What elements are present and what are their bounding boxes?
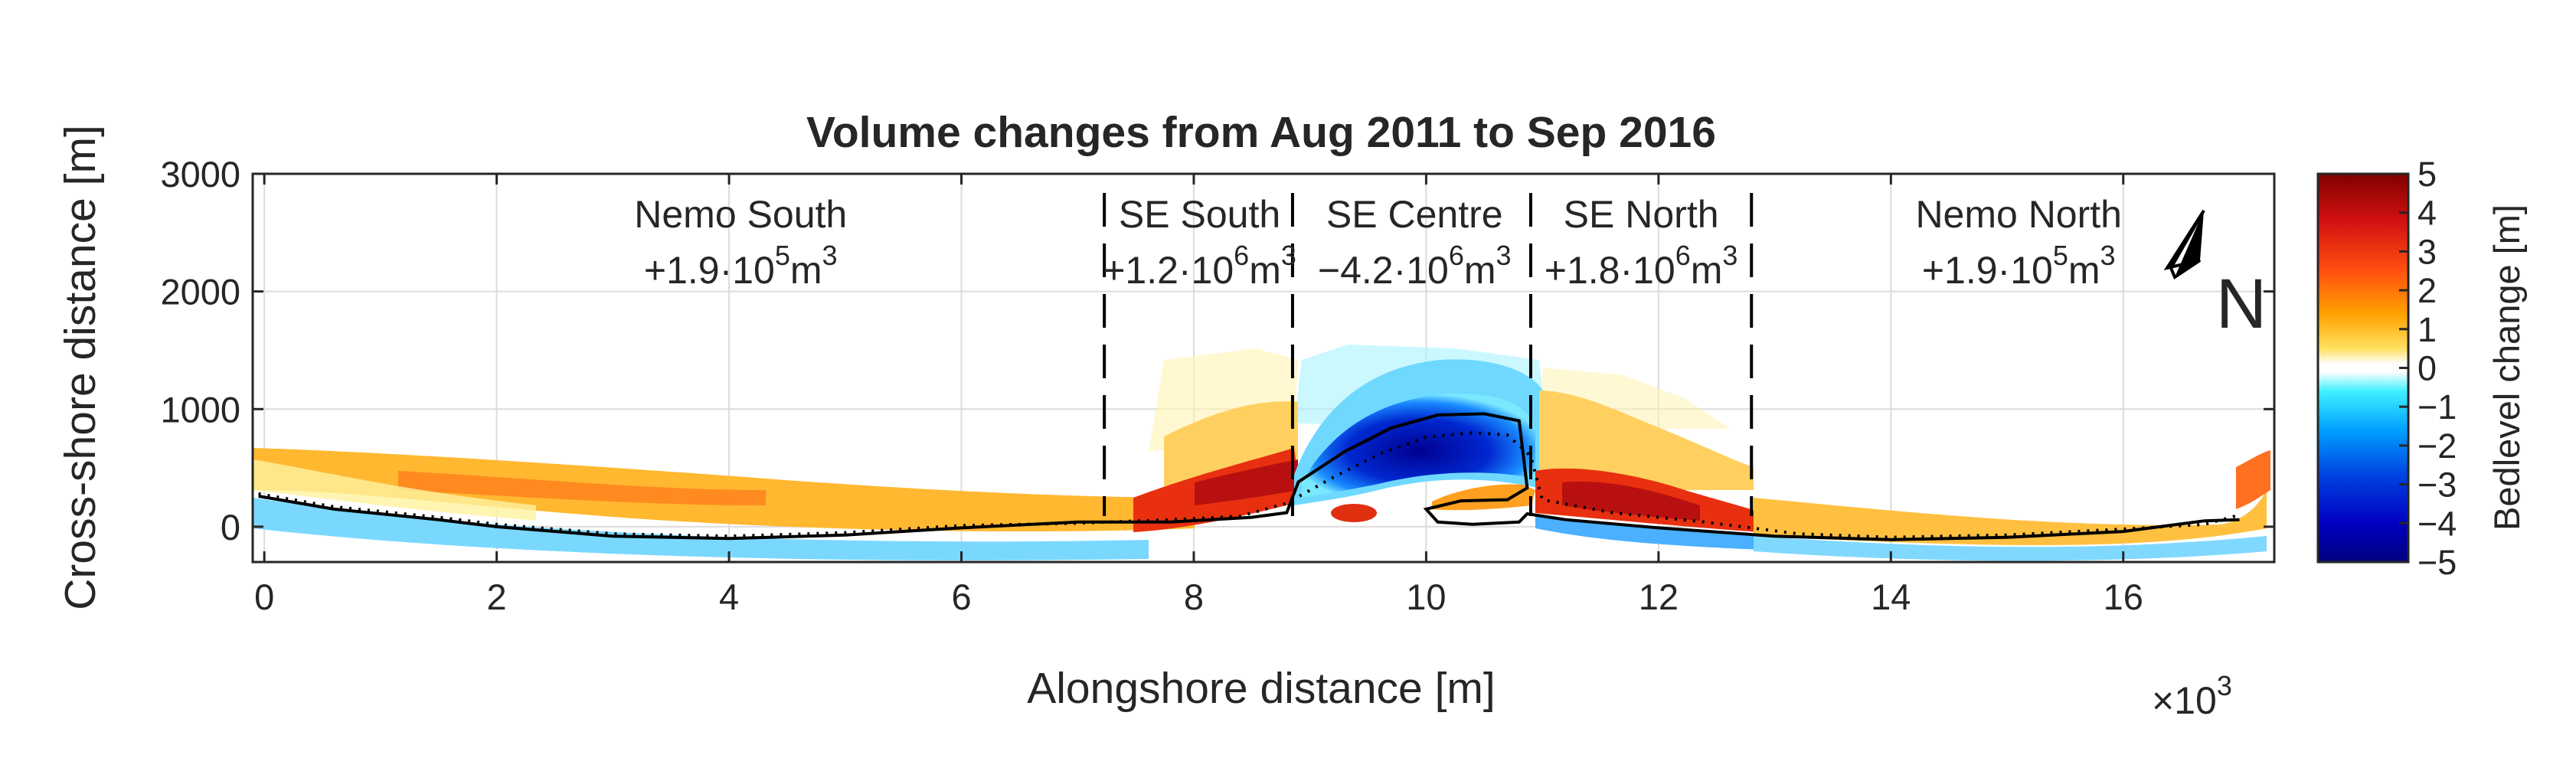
volume-unit-exponent: 3 (1722, 240, 1737, 271)
y-tick-label: 3000 (160, 154, 240, 194)
section-label: SE North+1.8·106m3 (1545, 193, 1738, 292)
x-tick-label: 0 (254, 577, 274, 617)
volume-exponent: 6 (1675, 240, 1691, 271)
colorbar-tick-label: 2 (2417, 271, 2437, 310)
chart-title: Volume changes from Aug 2011 to Sep 2016 (806, 108, 1716, 157)
svg-text:×103: ×103 (2152, 670, 2232, 722)
section-name: SE Centre (1326, 193, 1503, 236)
y-tick-label: 0 (221, 507, 240, 547)
section-name: Nemo North (1915, 193, 2122, 236)
x-tick-label: 2 (487, 577, 507, 617)
nemo-north-erosion (1754, 536, 2267, 561)
colorbar-gradient (2316, 172, 2410, 564)
section-label: Nemo North+1.9·105m3 (1915, 193, 2122, 292)
volume-mantissa: +1.2·10 (1103, 249, 1234, 292)
x-tick-label: 8 (1184, 577, 1204, 617)
colorbar-tick-label: 3 (2417, 232, 2437, 271)
north-label: N (2216, 265, 2267, 343)
x-tick-label: 4 (719, 577, 739, 617)
x-tick-label: 12 (1639, 577, 1679, 617)
volume-unit-exponent: 3 (822, 240, 838, 271)
bedlevel-change-field (253, 345, 2270, 561)
section-volume: +1.2·106m3 (1103, 240, 1296, 292)
axes-frame (251, 172, 2276, 564)
se-centre-erosion (1302, 394, 1535, 498)
se-north-accretion-core (1562, 482, 1700, 521)
se-south-offshore (1164, 401, 1298, 490)
colorbar-tick-label: 4 (2417, 194, 2437, 233)
x-exponent: ×103 (2152, 670, 2232, 722)
volume-unit-exponent: 3 (1281, 240, 1296, 271)
se-north-offshore (1539, 391, 1754, 490)
volume-exponent: 5 (2053, 240, 2068, 271)
x-tick-label: 10 (1406, 577, 1446, 617)
colorbar-tick-label: −1 (2417, 387, 2457, 426)
volume-unit: m (1691, 249, 1723, 292)
volume-mantissa: +1.9·10 (1922, 249, 2053, 292)
section-volume: −4.2·106m3 (1318, 240, 1512, 292)
volume-mantissa: −4.2·10 (1318, 249, 1449, 292)
volume-mantissa: +1.9·10 (644, 249, 775, 292)
colorbar-label: Bedlevel change [m] (2486, 204, 2527, 531)
colorbar-tick-label: −3 (2417, 466, 2457, 505)
colorbar-tick-label: −4 (2417, 504, 2457, 543)
shoreline-2016 (258, 412, 2240, 541)
volume-unit: m (790, 249, 822, 292)
x-tick-label: 6 (951, 577, 971, 617)
section-volume: +1.9·105m3 (1922, 240, 2116, 292)
section-name: SE South (1119, 193, 1280, 236)
shoreline-2011 (258, 430, 2241, 539)
volume-mantissa: +1.8·10 (1545, 249, 1675, 292)
colorbar-tick-label: 0 (2417, 349, 2437, 388)
volume-unit-exponent: 3 (2100, 240, 2116, 271)
section-name: Nemo South (634, 193, 847, 236)
x-exponent-base: ×10 (2152, 679, 2217, 722)
x-axis-label: Alongshore distance [m] (1027, 664, 1496, 713)
colorbar-tick-label: 5 (2417, 155, 2437, 194)
x-exponent-power: 3 (2217, 670, 2232, 701)
nemo-south-inshore (253, 459, 536, 521)
nemo-north-tip (2236, 450, 2270, 509)
colorbar-tick-label: −5 (2417, 543, 2457, 582)
section-volume: +1.9·105m3 (644, 240, 838, 292)
section-label: Nemo South+1.9·105m3 (634, 193, 847, 292)
section-label: SE Centre−4.2·106m3 (1318, 193, 1512, 292)
x-tick-label: 16 (2104, 577, 2143, 617)
colorbar-tick-label: −2 (2417, 426, 2457, 466)
section-boundaries (1103, 193, 1754, 516)
se-south-accretion-core (1195, 459, 1298, 505)
y-axis-label: Cross-shore distance [m] (56, 125, 105, 610)
nemo-south-erosion (253, 498, 1149, 560)
colorbar-tick-label: 1 (2417, 310, 2437, 349)
island-feature (1331, 504, 1377, 522)
crest-feature (1432, 484, 1535, 511)
section-label: SE South+1.2·106m3 (1103, 193, 1296, 292)
nemo-south-accretion-core (398, 471, 766, 505)
axis-ticks: 0 2 4 6 8 10 12 14 16 0 1000 2000 3000 (160, 154, 2274, 617)
volume-exponent: 6 (1449, 240, 1464, 271)
y-tick-label: 2000 (160, 272, 240, 312)
north-arrow: N (2163, 209, 2267, 343)
volume-unit-exponent: 3 (1496, 240, 1512, 271)
volume-unit: m (2068, 249, 2100, 292)
x-tick-label: 14 (1871, 577, 1911, 617)
volume-unit: m (1464, 249, 1496, 292)
section-volume: +1.8·106m3 (1545, 240, 1738, 292)
section-name: SE North (1564, 193, 1719, 236)
volume-exponent: 5 (775, 240, 790, 271)
volume-exponent: 6 (1234, 240, 1249, 271)
y-tick-label: 1000 (160, 389, 240, 430)
nemo-north-accretion (1754, 490, 2267, 545)
volume-unit: m (1249, 249, 1281, 292)
